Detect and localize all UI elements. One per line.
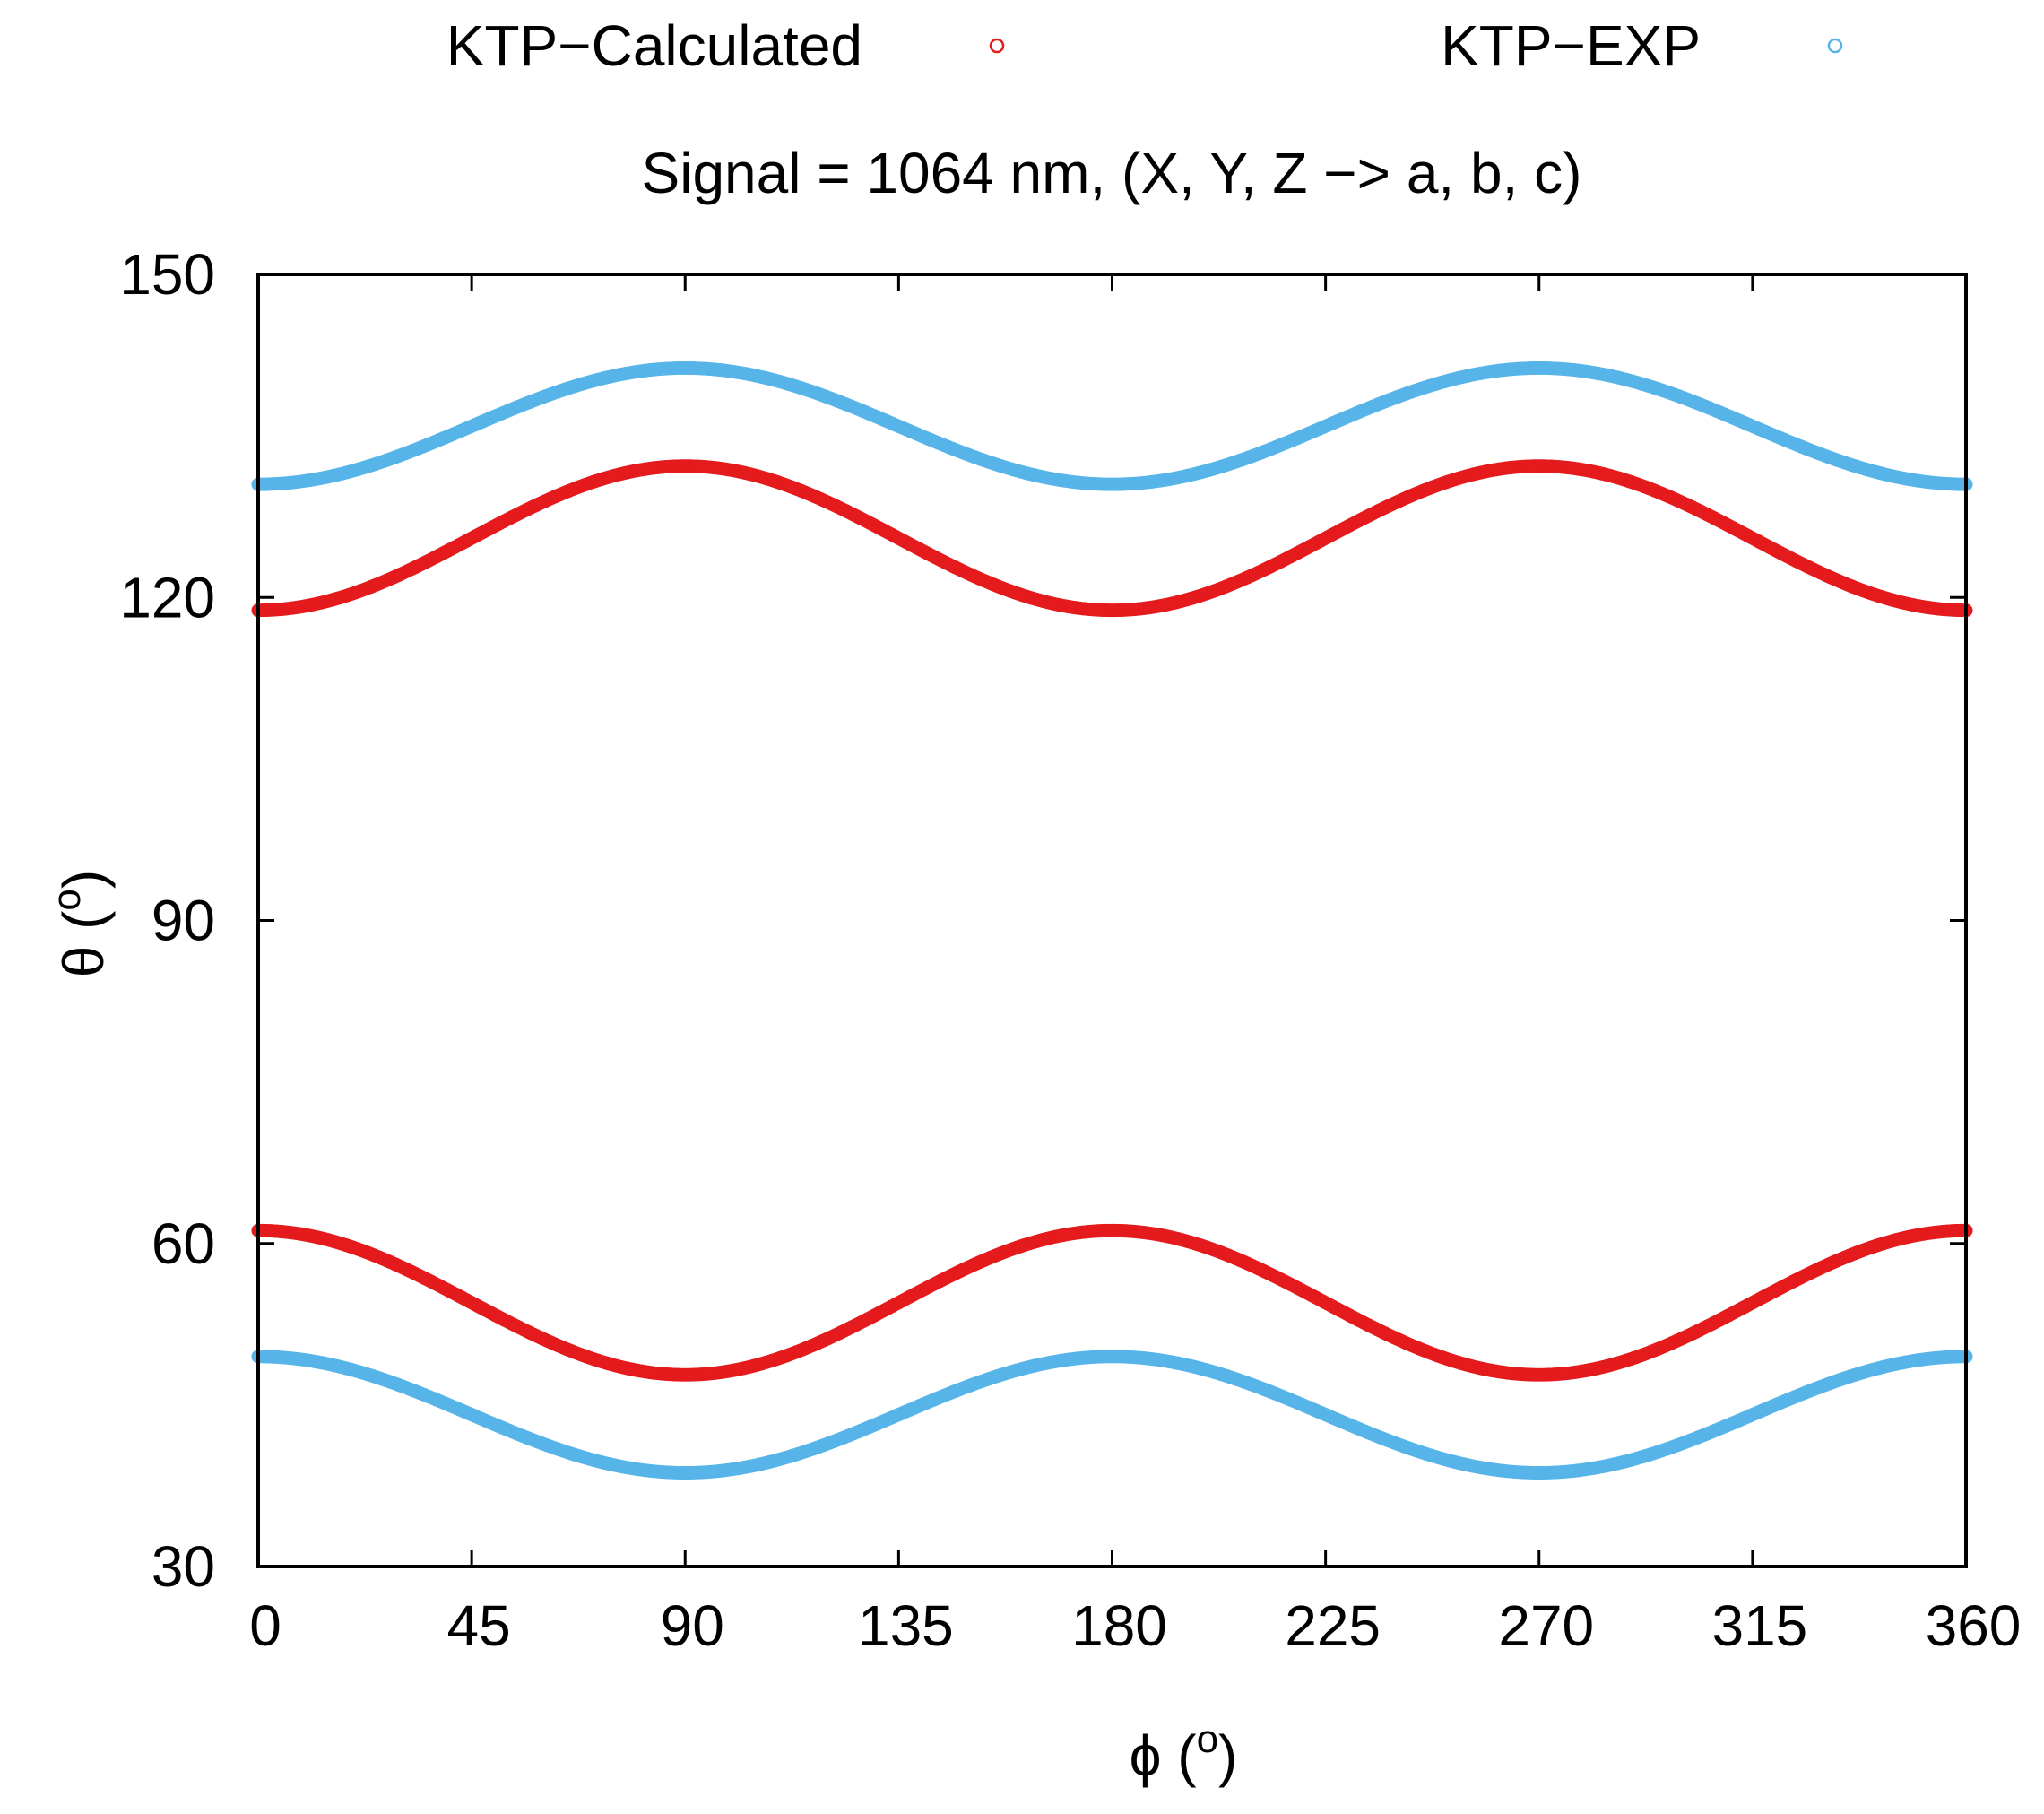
y-tick-label: 90 (152, 889, 215, 953)
legend-label-calculated: KTP−Calculated (446, 13, 862, 78)
series-calculated-branch-1 (251, 459, 1973, 618)
x-tick-label: 360 (1926, 1593, 2022, 1658)
y-axis-label-sup: o (45, 889, 89, 910)
x-axis-label: ϕ (o) (1130, 1717, 1238, 1788)
x-tick-label: 0 (249, 1593, 281, 1658)
x-tick-label: 315 (1711, 1593, 1807, 1658)
y-tick-label: 30 (152, 1534, 215, 1599)
x-tick-label: 270 (1498, 1593, 1594, 1658)
plot-frame (256, 273, 1968, 1568)
series-layer (251, 360, 1973, 1480)
legend-marker-exp (1827, 38, 1843, 54)
y-tick-label: 150 (119, 242, 215, 307)
series-calculated-branch-2 (251, 1223, 1973, 1382)
x-tick-label: 90 (661, 1593, 724, 1658)
x-axis-label-text: ϕ ( (1130, 1723, 1197, 1788)
legend-marker-calculated (989, 38, 1005, 54)
y-tick-label: 120 (119, 565, 215, 629)
y-axis-label-end: ) (51, 870, 116, 889)
legend: KTP−Calculated KTP−EXP (446, 13, 1843, 78)
y-axis-label: θ (o) (45, 870, 116, 977)
x-axis-label-sup: o (1197, 1717, 1218, 1761)
y-tick-label: 60 (152, 1211, 215, 1276)
series-exp-branch-2 (251, 1350, 1973, 1480)
x-axis-label-end: ) (1218, 1723, 1237, 1788)
x-tick-label: 180 (1071, 1593, 1167, 1658)
series-exp-branch-1 (251, 360, 1973, 491)
x-tick-label: 135 (858, 1593, 954, 1658)
y-axis-label-text: θ ( (51, 911, 116, 978)
tick-layer: 0 45 90 135 180 225 270 315 360 30 60 90 120 150 (119, 242, 2021, 1658)
x-tick-label: 45 (447, 1593, 511, 1658)
chart-title: Signal = 1064 nm, (X, Y, Z −> a, b, c) (642, 141, 1582, 205)
legend-label-exp: KTP−EXP (1441, 13, 1701, 78)
x-tick-label: 225 (1285, 1593, 1381, 1658)
